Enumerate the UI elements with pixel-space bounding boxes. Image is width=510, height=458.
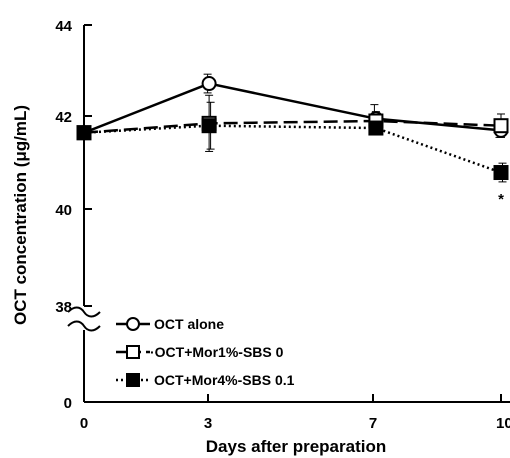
series-line <box>83 119 502 134</box>
series-line <box>83 82 502 134</box>
data-point <box>201 76 217 92</box>
series-2 <box>81 101 507 183</box>
y-ticks <box>84 24 92 403</box>
series-layer <box>76 73 509 183</box>
legend-marker-open-circle <box>126 317 140 331</box>
axis-break-mark <box>67 306 101 332</box>
series-markers-0 <box>76 76 509 141</box>
x-tick-labels: 0 3 7 10 <box>80 415 510 432</box>
legend-item-oct-alone: OCT alone <box>116 316 224 332</box>
legend-label: OCT alone <box>154 316 224 332</box>
x-tick-label: 0 <box>80 415 88 432</box>
data-point <box>493 118 509 134</box>
y-tick-label: 44 <box>55 18 72 35</box>
data-point <box>201 118 217 134</box>
legend-label: OCT+Mor4%-SBS 0.1 <box>154 372 295 388</box>
legend-item-mor1: ·OCT+Mor1%-SBS 0 <box>116 344 284 360</box>
x-ticks <box>83 394 502 402</box>
x-tick-label: 3 <box>204 415 212 432</box>
y-tick-label: 38 <box>55 299 72 316</box>
legend: OCT alone ·OCT+Mor1%-SBS 0 OCT+Mor4%-SBS… <box>116 316 295 388</box>
series-line <box>83 124 502 174</box>
series-1 <box>80 94 505 152</box>
x-axis-title: Days after preparation <box>206 437 386 456</box>
y-tick-label: 40 <box>55 202 72 219</box>
legend-marker-filled-square <box>126 373 140 387</box>
y-axis-title: OCT concentration (μg/mL) <box>11 105 30 325</box>
series-markers-1 <box>76 113 509 141</box>
y-tick-label: 0 <box>64 395 72 412</box>
x-tick-label: 7 <box>369 415 377 432</box>
y-tick-labels: 0 38 40 42 44 <box>55 18 72 412</box>
data-point <box>76 125 92 141</box>
data-point <box>493 165 509 181</box>
data-point <box>368 120 384 136</box>
series-0 <box>78 73 504 138</box>
series-markers-2 <box>76 118 509 181</box>
x-tick-label: 10 <box>496 415 510 432</box>
legend-label: ·OCT+Mor1%-SBS 0 <box>150 344 284 360</box>
y-tick-label: 42 <box>55 109 72 126</box>
significance-annotation: * <box>498 191 504 208</box>
legend-marker-open-square <box>126 345 140 359</box>
legend-item-mor4: OCT+Mor4%-SBS 0.1 <box>116 372 295 388</box>
